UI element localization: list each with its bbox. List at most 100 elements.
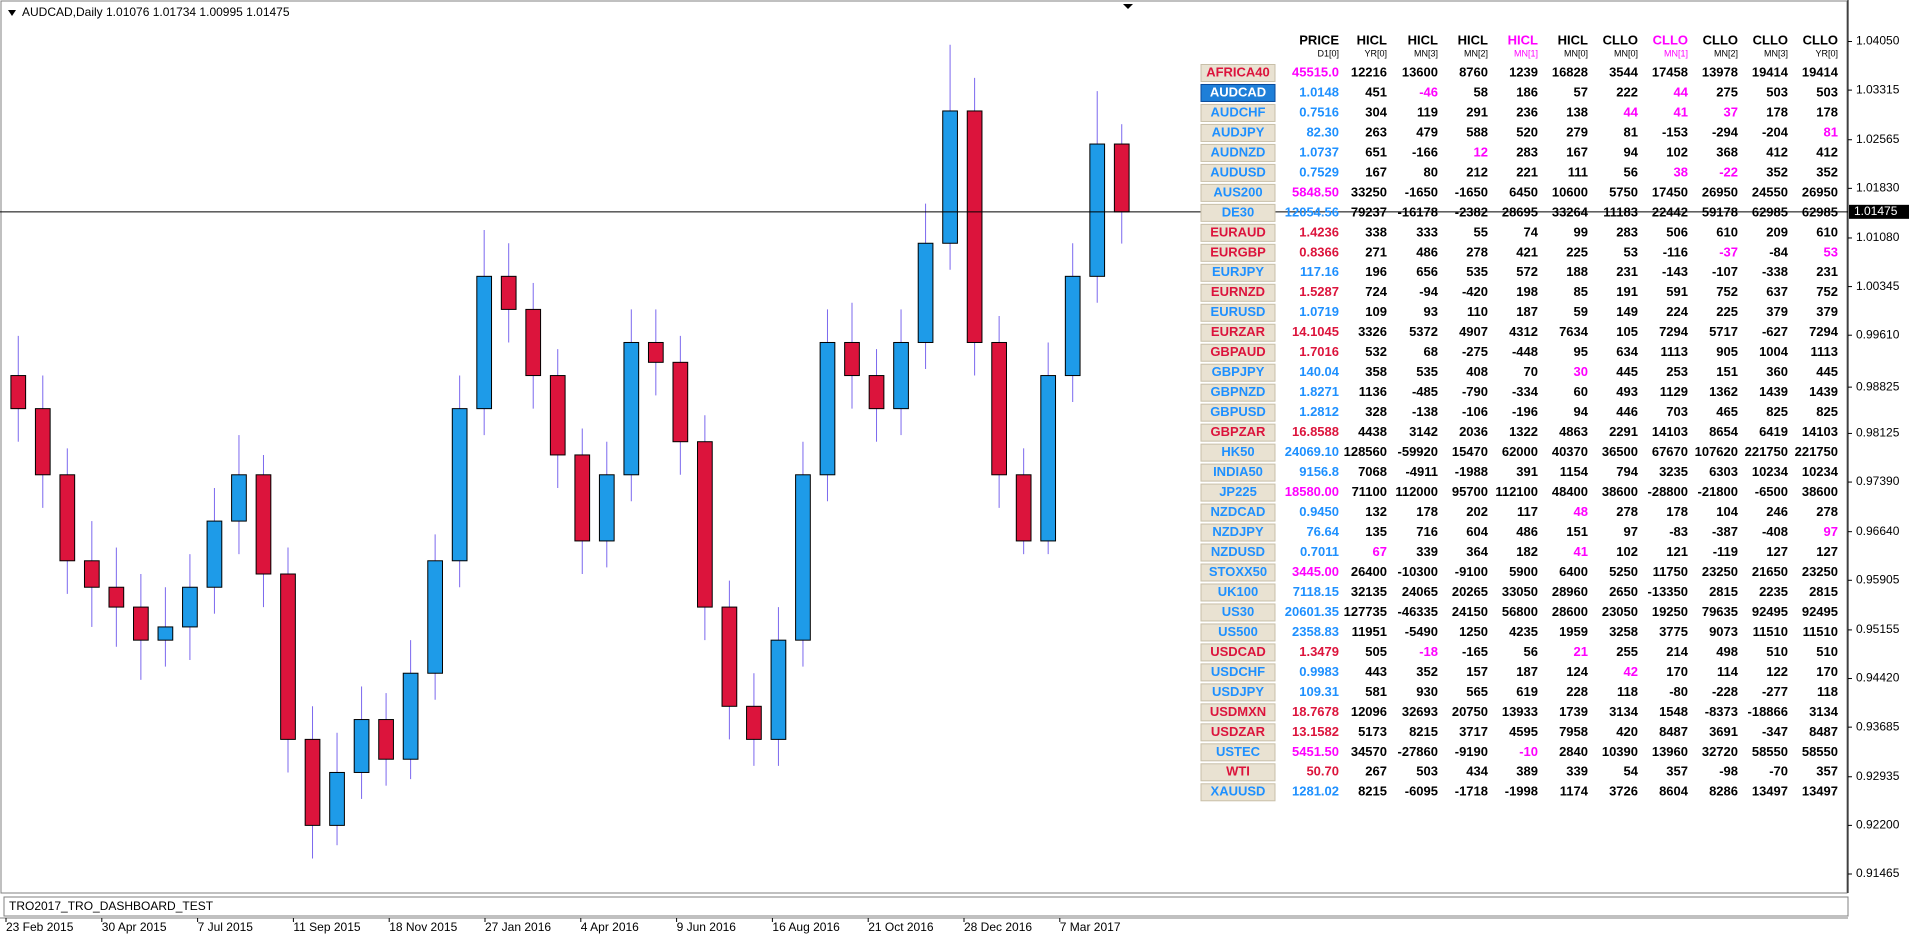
- cell: -6095: [1405, 784, 1438, 799]
- cell: 421: [1516, 244, 1538, 259]
- cell: 59: [1574, 304, 1588, 319]
- cell: 651: [1365, 144, 1387, 159]
- cell: -165: [1462, 644, 1488, 659]
- cell: 465: [1716, 404, 1738, 419]
- date-label: 30 Apr 2015: [102, 920, 167, 934]
- candle-body: [1040, 375, 1057, 542]
- symbol: XAUUSD: [1211, 784, 1266, 799]
- cell: -204: [1762, 124, 1789, 139]
- cell: 85: [1574, 284, 1588, 299]
- symbol-button[interactable]: [1200, 503, 1276, 522]
- symbol-button[interactable]: [1200, 283, 1276, 302]
- candle-body: [329, 771, 345, 826]
- cell: 333: [1416, 224, 1438, 239]
- symbol-button[interactable]: [1200, 183, 1276, 202]
- cell: 11951: [1352, 624, 1387, 639]
- symbol-button[interactable]: [1200, 643, 1276, 662]
- cell: 44: [1674, 84, 1689, 99]
- symbol-button[interactable]: [1200, 743, 1276, 762]
- cell: -37: [1719, 244, 1738, 259]
- cell: 4863: [1559, 424, 1588, 439]
- cell: 20750: [1452, 704, 1488, 719]
- cell: 19414: [1802, 64, 1839, 79]
- cell: 510: [1816, 644, 1838, 659]
- cell: -10300: [1398, 564, 1438, 579]
- cell: 13978: [1702, 64, 1738, 79]
- symbol-button[interactable]: [1200, 363, 1276, 382]
- symbol-button[interactable]: [1200, 303, 1276, 322]
- candle-body: [157, 626, 174, 641]
- symbol-button[interactable]: [1200, 423, 1276, 442]
- cell: 12096: [1351, 704, 1387, 719]
- cell: 178: [1416, 504, 1438, 519]
- symbol-button[interactable]: [1200, 243, 1276, 262]
- symbol-button[interactable]: [1200, 443, 1276, 462]
- symbol-button[interactable]: [1200, 203, 1276, 222]
- cell: 38: [1674, 164, 1688, 179]
- column-sub: MN[2]: [1714, 48, 1738, 58]
- cell: 48400: [1552, 484, 1588, 499]
- symbol: USTEC: [1216, 744, 1261, 759]
- cell: -59920: [1398, 444, 1438, 459]
- symbol-button[interactable]: [1200, 663, 1276, 682]
- symbol-button[interactable]: [1200, 703, 1276, 722]
- cell: -84: [1769, 244, 1789, 259]
- symbol-button[interactable]: [1200, 64, 1276, 82]
- symbol-button[interactable]: [1200, 343, 1276, 362]
- cell: 95700: [1452, 484, 1488, 499]
- cell: 54: [1624, 764, 1639, 779]
- symbol-button[interactable]: [1200, 543, 1276, 562]
- menu-arrow[interactable]: [8, 10, 16, 16]
- symbol-button[interactable]: [1200, 223, 1276, 242]
- date-label: 7 Jul 2015: [198, 920, 254, 934]
- cell: 503: [1416, 764, 1438, 779]
- symbol-button[interactable]: [1200, 783, 1276, 802]
- cell: -28800: [1648, 484, 1688, 499]
- cell: 178: [1766, 104, 1788, 119]
- symbol-button[interactable]: [1200, 323, 1276, 342]
- symbol-button[interactable]: [1200, 763, 1276, 782]
- symbol-button[interactable]: [1200, 123, 1276, 142]
- candle-body: [844, 341, 860, 377]
- symbol-button[interactable]: [1200, 523, 1276, 542]
- symbol-button[interactable]: [1200, 623, 1276, 642]
- symbol-button[interactable]: [1200, 463, 1276, 482]
- cell: 2235: [1759, 584, 1788, 599]
- cell: -228: [1712, 684, 1738, 699]
- symbol-button[interactable]: [1200, 83, 1276, 102]
- symbol-button[interactable]: [1200, 263, 1276, 282]
- symbol-button[interactable]: [1200, 563, 1276, 582]
- symbol-button[interactable]: [1200, 723, 1276, 742]
- cell: 10390: [1602, 744, 1638, 759]
- symbol-button[interactable]: [1200, 143, 1276, 162]
- symbol-button[interactable]: [1200, 483, 1276, 502]
- cell: 591: [1666, 284, 1688, 299]
- symbol-button[interactable]: [1200, 683, 1276, 702]
- symbol-button[interactable]: [1200, 383, 1276, 402]
- shift-marker[interactable]: [1123, 4, 1133, 9]
- symbol-button[interactable]: [1200, 163, 1276, 182]
- price: 5848.50: [1292, 184, 1339, 199]
- cell: 38600: [1602, 484, 1638, 499]
- date-label: 21 Oct 2016: [868, 920, 934, 934]
- column-title: HICL: [1408, 32, 1438, 47]
- cell: 127: [1816, 544, 1838, 559]
- cell: 42: [1624, 664, 1638, 679]
- cell: 581: [1365, 684, 1387, 699]
- cell: 214: [1666, 644, 1688, 659]
- cell: 60: [1574, 384, 1588, 399]
- price: 0.7011: [1300, 544, 1339, 559]
- candle-body: [525, 308, 542, 377]
- symbol: EURNZD: [1211, 284, 1265, 299]
- symbol-button[interactable]: [1200, 603, 1276, 622]
- cell: 92495: [1752, 604, 1788, 619]
- cell: 94: [1624, 144, 1639, 159]
- candle-body: [893, 341, 909, 410]
- symbol-button[interactable]: [1200, 103, 1276, 122]
- cell: 28600: [1552, 604, 1588, 619]
- cell: 339: [1416, 544, 1438, 559]
- symbol-button[interactable]: [1200, 403, 1276, 422]
- indicator-box[interactable]: [3, 896, 1849, 917]
- price-label: 0.99610: [1856, 327, 1900, 341]
- symbol-button[interactable]: [1200, 583, 1276, 602]
